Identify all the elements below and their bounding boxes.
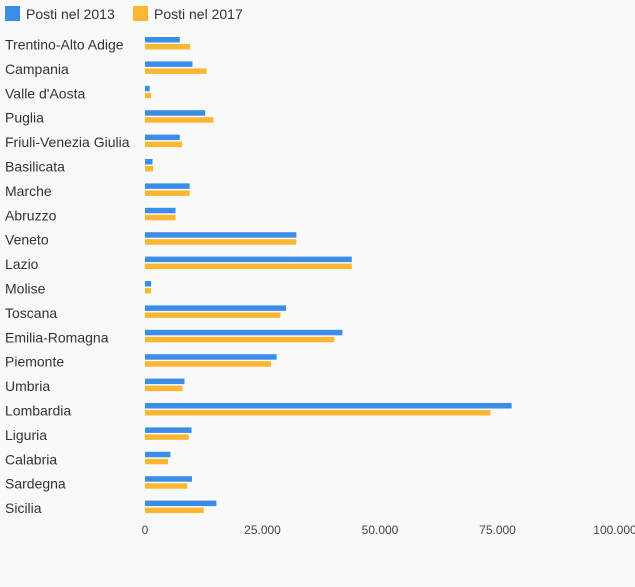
bar-2013[interactable] [145, 378, 185, 385]
bar-2017[interactable] [145, 336, 335, 343]
bar-2017[interactable] [145, 434, 189, 440]
bar-2013[interactable] [145, 403, 512, 409]
bar-2013[interactable] [145, 85, 150, 92]
bar-2017[interactable] [145, 458, 169, 465]
category-label: Abruzzo [5, 207, 57, 223]
bar-2013[interactable] [145, 183, 190, 189]
bar-2017[interactable] [145, 117, 214, 123]
bar-2017[interactable] [145, 214, 176, 221]
legend[interactable]: Posti nel 2013 Posti nel 2017 [5, 6, 243, 22]
x-tick-label: 25.000 [244, 523, 281, 537]
legend-label: Posti nel 2017 [154, 6, 243, 22]
bar-2013[interactable] [145, 37, 180, 43]
legend-label: Posti nel 2013 [26, 6, 115, 22]
bar-2017[interactable] [145, 288, 152, 294]
category-label: Toscana [5, 305, 57, 321]
category-label: Liguria [5, 427, 47, 443]
category-label: Emilia-Romagna [5, 329, 109, 345]
category-label: Basilicata [5, 159, 65, 175]
bar-2017[interactable] [145, 361, 271, 367]
bar-2013[interactable] [145, 159, 153, 165]
bar-2013[interactable] [145, 354, 277, 360]
category-label: Calabria [5, 451, 57, 467]
bar-2017[interactable] [145, 68, 207, 74]
bar-2017[interactable] [145, 190, 190, 196]
category-label: Marche [5, 183, 52, 199]
category-label: Puglia [5, 110, 44, 126]
bar-2017[interactable] [145, 166, 153, 172]
legend-swatch [5, 6, 20, 21]
bar-2017[interactable] [145, 92, 152, 99]
category-label: Umbria [5, 378, 50, 394]
bar-2013[interactable] [145, 305, 286, 311]
legend-swatch [133, 6, 148, 21]
bar-2017[interactable] [145, 141, 183, 148]
category-label: Trentino-Alto Adige [5, 37, 124, 53]
category-label: Piemonte [5, 354, 64, 370]
category-label: Sardegna [5, 476, 66, 492]
bars [145, 37, 512, 514]
category-label: Molise [5, 281, 46, 297]
x-axis-tick-labels: 0 25.000 50.000 75.000 100.000 [142, 523, 635, 537]
category-label: Veneto [5, 232, 49, 248]
bar-2017[interactable] [145, 263, 352, 270]
category-label: Sicilia [5, 500, 42, 516]
legend-item-1[interactable]: Posti nel 2013 [5, 6, 115, 22]
bar-2017[interactable] [145, 507, 204, 514]
bar-2013[interactable] [145, 232, 297, 238]
bar-2017[interactable] [145, 483, 188, 489]
category-label: Lazio [5, 256, 39, 272]
bar-2013[interactable] [145, 329, 343, 336]
bar-2013[interactable] [145, 427, 192, 433]
legend-item-2[interactable]: Posti nel 2017 [133, 6, 243, 22]
bar-2017[interactable] [145, 44, 191, 50]
x-tick-label: 50.000 [362, 523, 399, 537]
bar-2013[interactable] [145, 110, 206, 116]
category-label: Valle d'Aosta [5, 85, 85, 101]
bar-2017[interactable] [145, 312, 281, 318]
x-tick-label: 75.000 [479, 523, 516, 537]
bar-2017[interactable] [145, 239, 297, 245]
bar-2013[interactable] [145, 500, 217, 507]
bar-2013[interactable] [145, 134, 180, 141]
x-tick-label: 100.000 [593, 523, 635, 537]
category-label: Friuli-Venezia Giulia [5, 134, 130, 150]
bar-2017[interactable] [145, 410, 491, 416]
category-label: Campania [5, 61, 69, 77]
bar-2013[interactable] [145, 281, 152, 287]
category-label: Lombardia [5, 403, 71, 419]
bar-2013[interactable] [145, 207, 176, 214]
bar-2017[interactable] [145, 385, 183, 392]
x-tick-label: 0 [142, 523, 149, 537]
category-labels: Trentino-Alto Adige Campania Valle d'Aosta… [5, 37, 130, 517]
bar-2013[interactable] [145, 256, 352, 263]
bar-2013[interactable] [145, 476, 192, 482]
bar-2013[interactable] [145, 61, 193, 67]
bar-2013[interactable] [145, 451, 171, 458]
